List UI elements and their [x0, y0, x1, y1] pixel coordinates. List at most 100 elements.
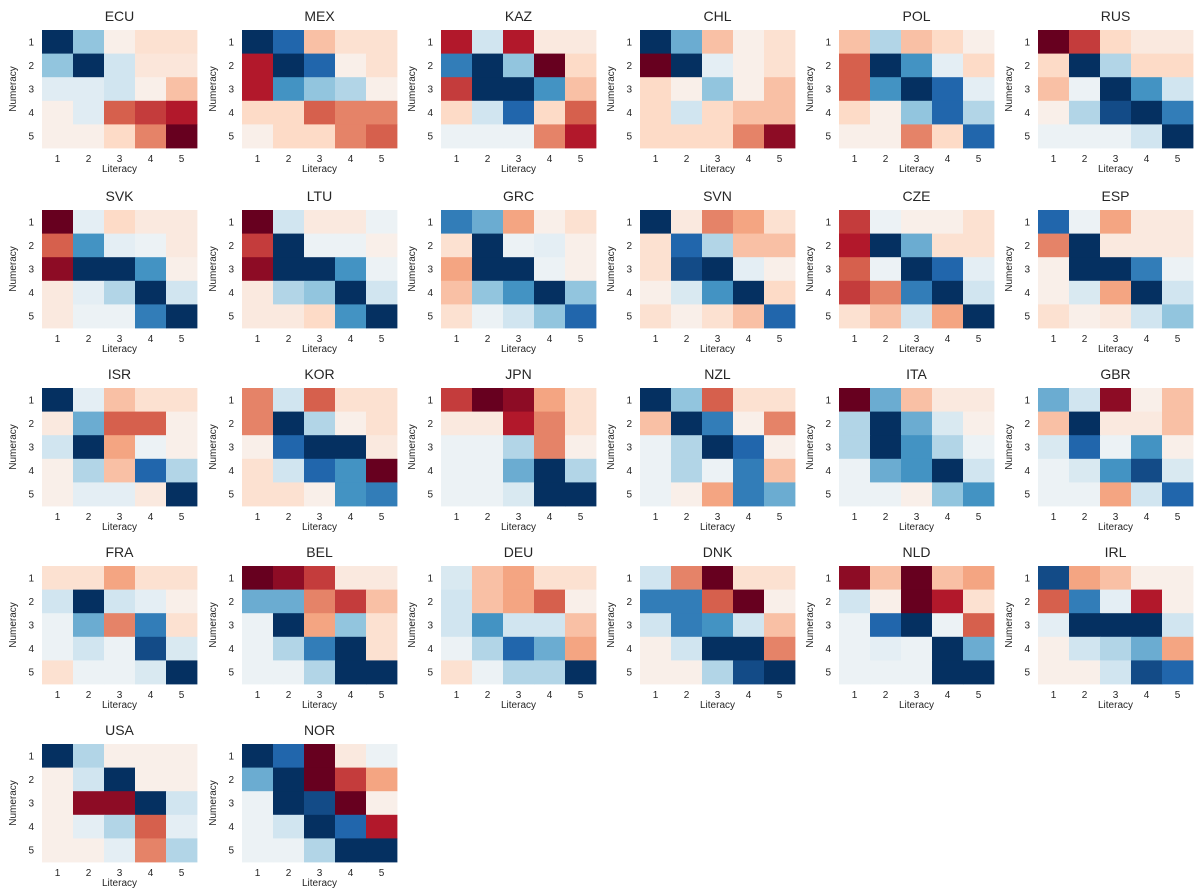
heatmap-cell [671, 388, 703, 412]
y-axis-label: Numeracy [8, 780, 19, 826]
panel-title: GBR [1100, 366, 1130, 382]
heatmap-cell [764, 660, 796, 685]
heatmap-cell [671, 100, 703, 125]
heatmap-cell [503, 388, 535, 412]
heatmap-cell [901, 304, 933, 329]
heatmap-cell [304, 566, 336, 590]
x-tick-label: 5 [179, 154, 185, 165]
x-tick-label: 2 [883, 512, 889, 523]
y-tick-label: 1 [1024, 573, 1030, 584]
x-tick-label: 5 [379, 334, 385, 345]
heatmap-cell [565, 257, 597, 282]
y-tick-label: 3 [427, 443, 433, 454]
heatmap-cell [304, 589, 336, 614]
heatmap-cell [366, 435, 398, 460]
x-tick-label: 1 [255, 868, 261, 879]
heatmap-cell [441, 566, 473, 590]
heatmap-cell [702, 100, 734, 125]
heatmap-cell [104, 411, 136, 436]
heatmap-cell [1100, 636, 1132, 661]
x-tick-label: 5 [1175, 334, 1181, 345]
heatmap-cell [733, 411, 765, 436]
heatmap-cell [534, 257, 566, 282]
x-tick-label: 2 [883, 334, 889, 345]
heatmap-cell [135, 566, 167, 590]
y-tick-label: 5 [626, 668, 632, 679]
heatmap-cell [242, 388, 274, 412]
panel-title: ESP [1101, 188, 1129, 204]
heatmap-cell [1038, 613, 1070, 638]
heatmap-cell [135, 791, 167, 816]
x-axis-label: Literacy [700, 522, 735, 533]
heatmap-cell [702, 411, 734, 436]
heatmap-cell [304, 304, 336, 329]
heatmap-cell [73, 30, 105, 54]
heatmap-cell [901, 210, 933, 234]
heatmap-cell [870, 636, 902, 661]
y-tick-label: 2 [28, 419, 34, 430]
y-tick-label: 4 [1024, 288, 1030, 299]
heatmap-cell [242, 304, 274, 329]
panel-title: NOR [304, 722, 335, 738]
heatmap-cell [104, 388, 136, 412]
heatmap-cell [1069, 435, 1101, 460]
x-axis-label: Literacy [1098, 700, 1133, 711]
y-tick-label: 1 [28, 217, 34, 228]
x-tick-label: 5 [379, 512, 385, 523]
heatmap-cell [73, 791, 105, 816]
x-axis-label: Literacy [501, 344, 536, 355]
y-tick-label: 1 [427, 573, 433, 584]
heatmap-cell [135, 280, 167, 305]
heatmap-cell [702, 77, 734, 102]
panel-title: POL [902, 8, 930, 24]
heatmap-cell [335, 100, 367, 125]
heatmap-cell [335, 838, 367, 863]
heatmap-cell [764, 566, 796, 590]
heatmap-cell [671, 304, 703, 329]
heatmap-cell [733, 566, 765, 590]
x-tick-label: 4 [547, 690, 553, 701]
y-tick-label: 2 [427, 597, 433, 608]
heatmap-cell [104, 100, 136, 125]
y-tick-label: 3 [626, 443, 632, 454]
y-tick-label: 4 [626, 108, 632, 119]
heatmap-cell [671, 77, 703, 102]
heatmap-cell [104, 589, 136, 614]
heatmap-cell [273, 53, 305, 78]
x-axis-label: Literacy [1098, 522, 1133, 533]
heatmap-cell [42, 388, 74, 412]
heatmap-cell [135, 30, 167, 54]
heatmap-cell [733, 636, 765, 661]
x-tick-label: 3 [914, 690, 920, 701]
x-tick-label: 5 [1175, 512, 1181, 523]
y-tick-label: 3 [427, 265, 433, 276]
heatmap-cell [335, 660, 367, 685]
x-tick-label: 2 [286, 154, 292, 165]
heatmap-cell [764, 124, 796, 149]
y-tick-label: 5 [28, 490, 34, 501]
heatmap-cell [1069, 257, 1101, 282]
heatmap-cell [1162, 435, 1194, 460]
heatmap-cell [1162, 613, 1194, 638]
x-tick-label: 1 [255, 512, 261, 523]
y-tick-label: 2 [427, 419, 433, 430]
heatmap-cell [671, 233, 703, 258]
heatmap-cell [135, 388, 167, 412]
y-axis-label: Numeracy [1004, 66, 1015, 112]
y-tick-label: 3 [228, 85, 234, 96]
heatmap-panel-svk: SVK 1 2 3 4 5 1 2 3 4 5 Literacy Numeracy [8, 188, 198, 355]
heatmap-cell [135, 77, 167, 102]
y-tick-label: 2 [1024, 597, 1030, 608]
heatmap-cell [963, 435, 995, 460]
heatmap-cell [1100, 233, 1132, 258]
heatmap-cell [963, 124, 995, 149]
y-tick-label: 1 [626, 217, 632, 228]
x-tick-label: 3 [317, 868, 323, 879]
heatmap-cell [104, 660, 136, 685]
x-axis-label: Literacy [302, 164, 337, 175]
heatmap-cell [441, 636, 473, 661]
heatmap-cell [640, 304, 672, 329]
heatmap-cell [932, 566, 964, 590]
heatmap-cell [1162, 257, 1194, 282]
heatmap-cell [135, 660, 167, 685]
